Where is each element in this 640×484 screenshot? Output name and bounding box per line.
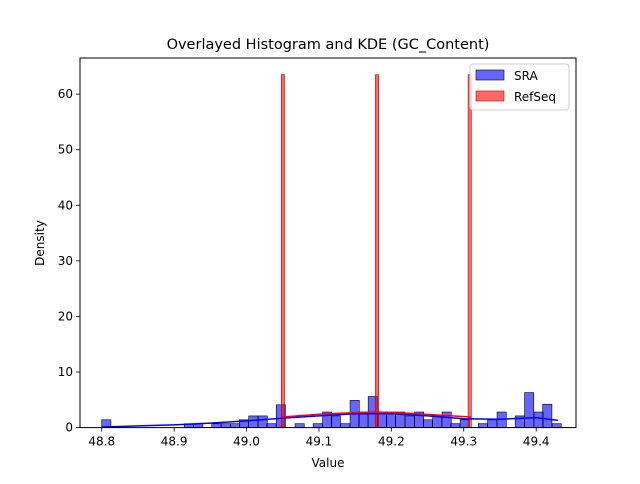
x-tick-label-2: 49.0 [233, 435, 260, 449]
sra-bar-26 [441, 411, 452, 428]
x-tick-label-3: 49.1 [306, 435, 333, 449]
y-axis-label: Density [33, 220, 47, 266]
sra-bar-25 [432, 415, 443, 428]
sra-bar-24 [422, 419, 433, 428]
sra-bar-27 [450, 423, 461, 428]
sra-bar-14 [330, 415, 341, 428]
plot-frame [79, 57, 577, 429]
refseq-bar-1 [375, 74, 379, 428]
refseq-kde-line [282, 411, 472, 418]
y-tick-label-4: 40 [58, 198, 73, 212]
x-axis-ticks: 48.8 48.9 49.0 49.1 49.2 49.3 49.4 [88, 427, 550, 449]
refseq-bar-2 [467, 74, 472, 428]
y-tick-label-2: 20 [58, 309, 73, 323]
legend: SRA RefSeq [469, 63, 570, 111]
sra-bar-8 [257, 415, 268, 428]
sra-bar-7 [248, 415, 259, 428]
sra-bar-5 [230, 423, 241, 428]
sra-bar-36 [551, 423, 562, 428]
sra-bars [101, 392, 562, 428]
sra-bar-3 [211, 423, 222, 428]
x-tick-label-6: 49.4 [523, 435, 550, 449]
x-axis-label: Value [312, 456, 345, 470]
y-tick-label-6: 60 [58, 87, 73, 101]
sra-bar-15 [340, 423, 351, 428]
chart-title: Overlayed Histogram and KDE (GC_Content) [167, 37, 490, 53]
legend-swatch-refseq [475, 90, 505, 102]
y-axis-ticks: 0 10 20 30 40 50 60 [58, 87, 80, 435]
y-tick-label-3: 30 [58, 254, 73, 268]
x-tick-label-4: 49.2 [378, 435, 405, 449]
sra-bar-9 [266, 423, 277, 428]
kde-lines [101, 411, 558, 428]
x-tick-label-5: 49.3 [450, 435, 477, 449]
sra-bar-4 [220, 423, 231, 428]
y-tick-label-5: 50 [58, 143, 73, 157]
sra-bar-11 [294, 423, 305, 428]
x-tick-label-0: 48.8 [88, 435, 115, 449]
refseq-bar-0 [280, 74, 285, 428]
sra-bar-35 [542, 403, 553, 428]
sra-bar-33 [524, 392, 535, 428]
legend-label-sra: SRA [514, 69, 538, 83]
sra-bar-30 [487, 419, 498, 428]
x-tick-label-1: 48.9 [161, 435, 188, 449]
legend-swatch-sra [475, 69, 505, 81]
sra-bar-22 [404, 415, 415, 428]
sra-bar-29 [477, 423, 488, 428]
legend-label-refseq: RefSeq [514, 90, 556, 104]
y-tick-label-0: 0 [65, 421, 73, 435]
refseq-bars [280, 74, 472, 428]
sra-kde-line [101, 412, 558, 428]
y-tick-label-1: 10 [58, 365, 73, 379]
sra-bar-34 [533, 411, 544, 428]
sra-bar-12 [312, 423, 323, 428]
